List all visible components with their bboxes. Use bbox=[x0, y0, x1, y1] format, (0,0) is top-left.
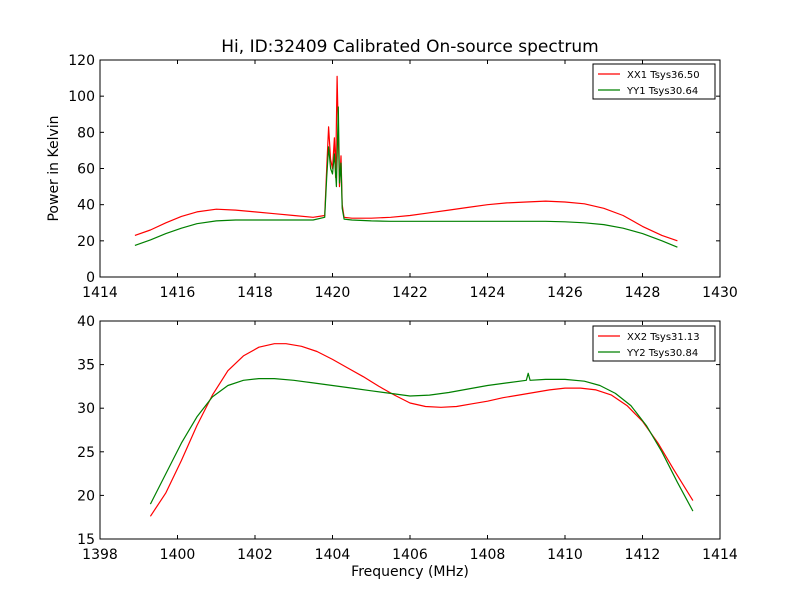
top-series-line-yy bbox=[134, 106, 678, 248]
bottom-y-ticks: 15 20 25 30 35 40 bbox=[77, 314, 720, 548]
bottom-y-tick-label: 30 bbox=[77, 401, 95, 417]
top-y-tick-label: 120 bbox=[68, 53, 95, 69]
top-x-ticks: 1414 1416 1418 1420 1422 1424 1426 1428 1430 bbox=[82, 60, 738, 301]
top-y-tick-label: 100 bbox=[68, 89, 95, 105]
top-x-tick-label: 1424 bbox=[470, 285, 506, 301]
top-x-tick-label: 1428 bbox=[625, 285, 661, 301]
bottom-legend-label-yy2: YY2 Tsys30.84 bbox=[626, 348, 698, 359]
bottom-legend-label-xx2: XX2 Tsys31.13 bbox=[627, 332, 700, 343]
top-y-tick-label: 40 bbox=[77, 198, 95, 214]
bottom-x-tick-label: 1402 bbox=[237, 547, 273, 563]
top-panel: 1414 1416 1418 1420 1422 1424 1426 1428 1430 0 20… bbox=[46, 53, 738, 301]
bottom-x-tick-label: 1400 bbox=[160, 547, 196, 563]
top-y-tick-label: 80 bbox=[77, 125, 95, 141]
top-x-tick-label: 1416 bbox=[160, 285, 196, 301]
bottom-x-tick-label: 1410 bbox=[547, 547, 583, 563]
top-x-tick-label: 1426 bbox=[547, 285, 583, 301]
top-legend-box bbox=[592, 63, 716, 100]
top-x-tick-label: 1418 bbox=[237, 285, 273, 301]
bottom-series-line-yy bbox=[149, 372, 694, 512]
bottom-x-tick-label: 1408 bbox=[470, 547, 506, 563]
top-y-axis-label: Power in Kelvin bbox=[46, 115, 62, 221]
bottom-y-tick-label: 40 bbox=[77, 314, 95, 330]
bottom-x-axis-label: Frequency (MHz) bbox=[351, 564, 469, 580]
top-legend-label-xx1: XX1 Tsys36.50 bbox=[627, 70, 700, 81]
top-y-tick-label: 60 bbox=[77, 162, 95, 178]
top-series-lines bbox=[134, 75, 678, 248]
top-x-tick-label: 1430 bbox=[702, 285, 738, 301]
bottom-x-tick-label: 1414 bbox=[702, 547, 738, 563]
bottom-x-tick-label: 1398 bbox=[82, 547, 118, 563]
bottom-panel: 1398 1400 1402 1404 1406 1408 1410 1412 1414 15 2… bbox=[77, 314, 738, 580]
bottom-y-tick-label: 35 bbox=[77, 358, 95, 374]
top-y-ticks: 0 20 40 60 80 100 120 bbox=[68, 53, 720, 286]
chart-title: Hi, ID:32409 Calibrated On-source spectr… bbox=[221, 37, 598, 57]
top-legend-label-yy1: YY1 Tsys30.64 bbox=[626, 86, 698, 97]
bottom-x-ticks: 1398 1400 1402 1404 1406 1408 1410 1412 1414 bbox=[82, 321, 738, 563]
top-legend: XX1 Tsys36.50 YY1 Tsys30.64 bbox=[592, 63, 716, 100]
bottom-y-tick-label: 25 bbox=[77, 445, 95, 461]
top-x-tick-label: 1420 bbox=[315, 285, 351, 301]
top-x-tick-label: 1422 bbox=[392, 285, 428, 301]
top-y-tick-label: 0 bbox=[86, 270, 95, 286]
top-y-tick-label: 20 bbox=[77, 234, 95, 250]
bottom-series-lines bbox=[149, 343, 694, 517]
top-x-tick-label: 1414 bbox=[82, 285, 118, 301]
bottom-x-tick-label: 1404 bbox=[315, 547, 351, 563]
bottom-y-tick-label: 20 bbox=[77, 488, 95, 504]
bottom-legend: XX2 Tsys31.13 YY2 Tsys30.84 bbox=[592, 325, 716, 362]
bottom-x-tick-label: 1406 bbox=[392, 547, 428, 563]
bottom-y-tick-label: 15 bbox=[77, 532, 95, 548]
bottom-series-line-xx bbox=[149, 343, 694, 517]
bottom-legend-box bbox=[592, 325, 716, 362]
bottom-x-tick-label: 1412 bbox=[625, 547, 661, 563]
